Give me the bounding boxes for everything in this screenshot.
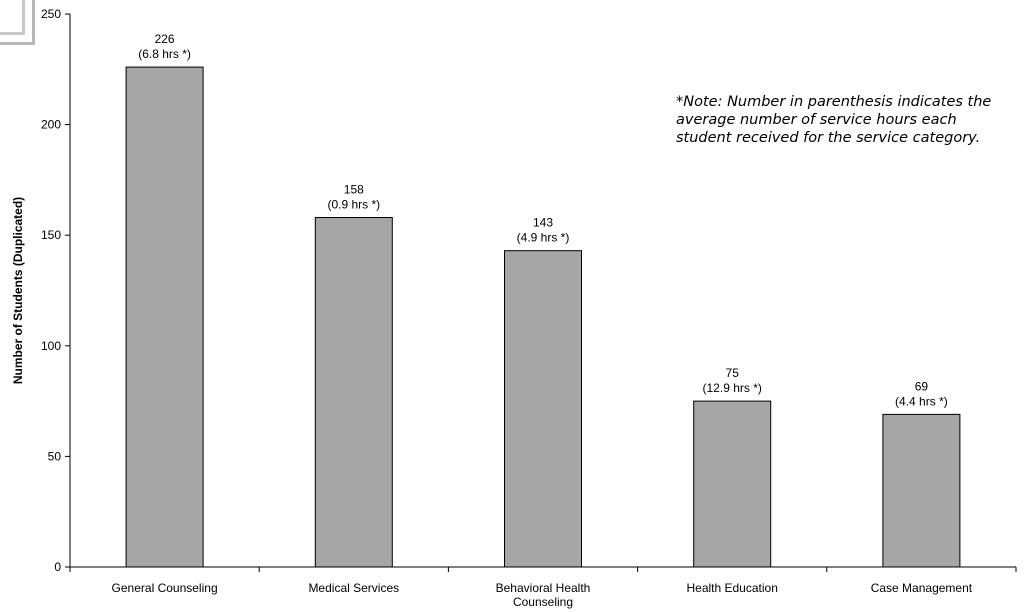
bar <box>882 413 961 568</box>
y-tick-label: 50 <box>48 449 62 463</box>
bar-hours-label: (6.8 hrs *) <box>138 47 191 61</box>
y-tick-label: 150 <box>41 228 61 242</box>
bar-value-label: 69 <box>915 379 929 393</box>
bar-hours-label: (4.4 hrs *) <box>895 394 948 408</box>
bar <box>314 217 393 568</box>
x-category-label: Case Management <box>871 581 973 595</box>
y-tick-label: 250 <box>41 7 61 21</box>
y-axis-title: Number of Students (Duplicated) <box>11 197 25 384</box>
bar-hours-label: (12.9 hrs *) <box>703 381 762 395</box>
corner-decoration <box>0 0 35 45</box>
x-category-label: General Counseling <box>112 581 218 595</box>
x-category-label: Health Education <box>686 581 777 595</box>
bar-hours-label: (4.9 hrs *) <box>517 231 570 245</box>
x-category-label: Medical Services <box>308 581 399 595</box>
y-tick-label: 100 <box>41 339 61 353</box>
bar-value-label: 75 <box>726 366 740 380</box>
bar-value-label: 158 <box>344 183 364 197</box>
y-tick-label: 200 <box>41 118 61 132</box>
bar-hours-label: (0.9 hrs *) <box>327 198 380 212</box>
bar-value-label: 143 <box>533 216 553 230</box>
x-category-label: Counseling <box>513 595 573 609</box>
y-tick-label: 0 <box>54 560 61 574</box>
chart-annotation: *Note: Number in parenthesis indicates t… <box>676 94 992 146</box>
bar <box>693 400 772 568</box>
x-category-label: Behavioral Health <box>496 581 591 595</box>
bar <box>125 66 204 568</box>
bar <box>504 250 582 568</box>
bar-value-label: 226 <box>155 32 175 46</box>
